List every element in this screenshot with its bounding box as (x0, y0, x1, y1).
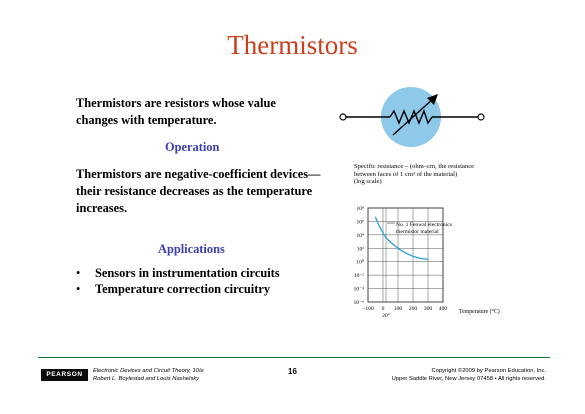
footer-rule (38, 357, 550, 358)
graph-caption: Specific resistance – (ohm–cm, the resis… (354, 163, 534, 186)
book-authors: Robert L. Boylestad and Louis Nashelsky (93, 375, 204, 383)
copyright-line-2: Upper Saddle River, New Jersey 07458 • A… (392, 375, 546, 383)
thermistor-symbol-icon (335, 80, 495, 156)
applications-list: Sensors in instrumentation circuits Temp… (76, 265, 280, 297)
y-tick-label: 10⁴ (356, 233, 364, 239)
x-tick-label: 300 (424, 306, 433, 312)
operation-heading: Operation (165, 140, 219, 155)
application-item-1: Sensors in instrumentation circuits (76, 265, 280, 281)
caption-line-1: Specific resistance – (ohm–cm, the resis… (354, 163, 534, 171)
applications-heading: Applications (158, 242, 225, 257)
caption-line-2: between faces of 1 cm³ of the material) (354, 171, 534, 179)
y-tick-label: 10⁶ (356, 219, 364, 225)
y-tick-label: 10⁻⁴ (354, 287, 365, 293)
caption-line-3: (log scale) (354, 178, 534, 186)
y-tick-label: 10⁻² (354, 273, 365, 279)
x-tick-label: −100 (362, 306, 374, 312)
copyright: Copyright ©2009 by Pearson Education, In… (392, 367, 546, 383)
x-tick-label: 200 (409, 306, 418, 312)
y-tick-label: 10² (357, 246, 365, 252)
intro-text: Thermistors are resistors whose value ch… (76, 95, 316, 129)
copyright-line-1: Copyright ©2009 by Pearson Education, In… (392, 367, 546, 375)
annotation-line-2: thermistor material (396, 229, 439, 235)
x-tick-label: 400 (439, 306, 448, 312)
x-axis-label: Temperature (°C) (459, 308, 500, 315)
annotation-line-1: No. 1 Fenwal electronics (396, 222, 452, 228)
y-tick-label: 10⁰ (356, 259, 365, 266)
application-item-2: Temperature correction circuitry (76, 281, 280, 297)
x-tick-label: 0 (382, 306, 385, 312)
x-extra-label: 20° (382, 312, 390, 319)
slide-title: Thermistors (0, 30, 585, 61)
x-tick-label: 100 (394, 306, 403, 312)
y-tick-label: 10⁸ (356, 206, 364, 212)
operation-text: Thermistors are negative-coefficient dev… (76, 166, 326, 217)
